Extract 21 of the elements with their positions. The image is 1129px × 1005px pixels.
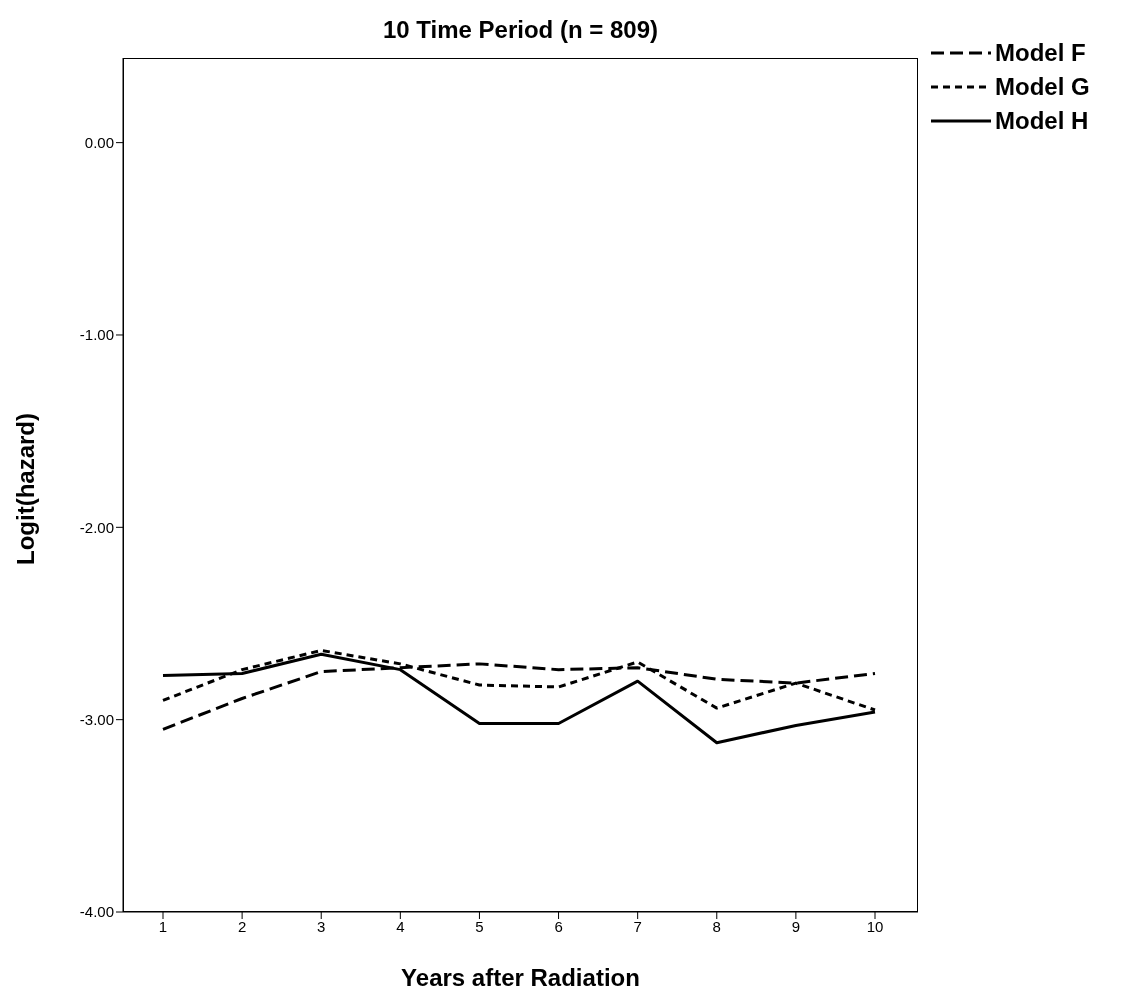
x-axis-title: Years after Radiation	[401, 964, 640, 991]
x-tick-label: 2	[237, 917, 247, 935]
y-tick-label: 0.00	[84, 133, 114, 151]
x-tick-label: 3	[317, 917, 326, 935]
y-tick-label: -1.00	[79, 326, 114, 344]
legend-label: Model F	[995, 39, 1086, 67]
x-tick-label: 1	[158, 917, 168, 935]
y-axis-title: Logit(hazard)	[11, 413, 39, 565]
legend-label: Model H	[995, 107, 1089, 135]
y-tick-label: -4.00	[79, 903, 114, 921]
x-tick-label: 9	[791, 917, 801, 935]
x-tick-label: 10	[866, 917, 884, 935]
x-tick-label: 4	[396, 917, 405, 935]
legend-label: Model G	[995, 73, 1090, 101]
chart-title: 10 Time Period (n = 809)	[382, 16, 659, 44]
x-tick-label: 5	[475, 917, 484, 935]
x-tick-label: 8	[712, 917, 721, 935]
x-tick-label: 6	[554, 917, 563, 935]
y-tick-label: -3.00	[79, 710, 114, 728]
x-tick-label: 7	[633, 917, 642, 935]
y-tick-label: -2.00	[79, 518, 114, 536]
